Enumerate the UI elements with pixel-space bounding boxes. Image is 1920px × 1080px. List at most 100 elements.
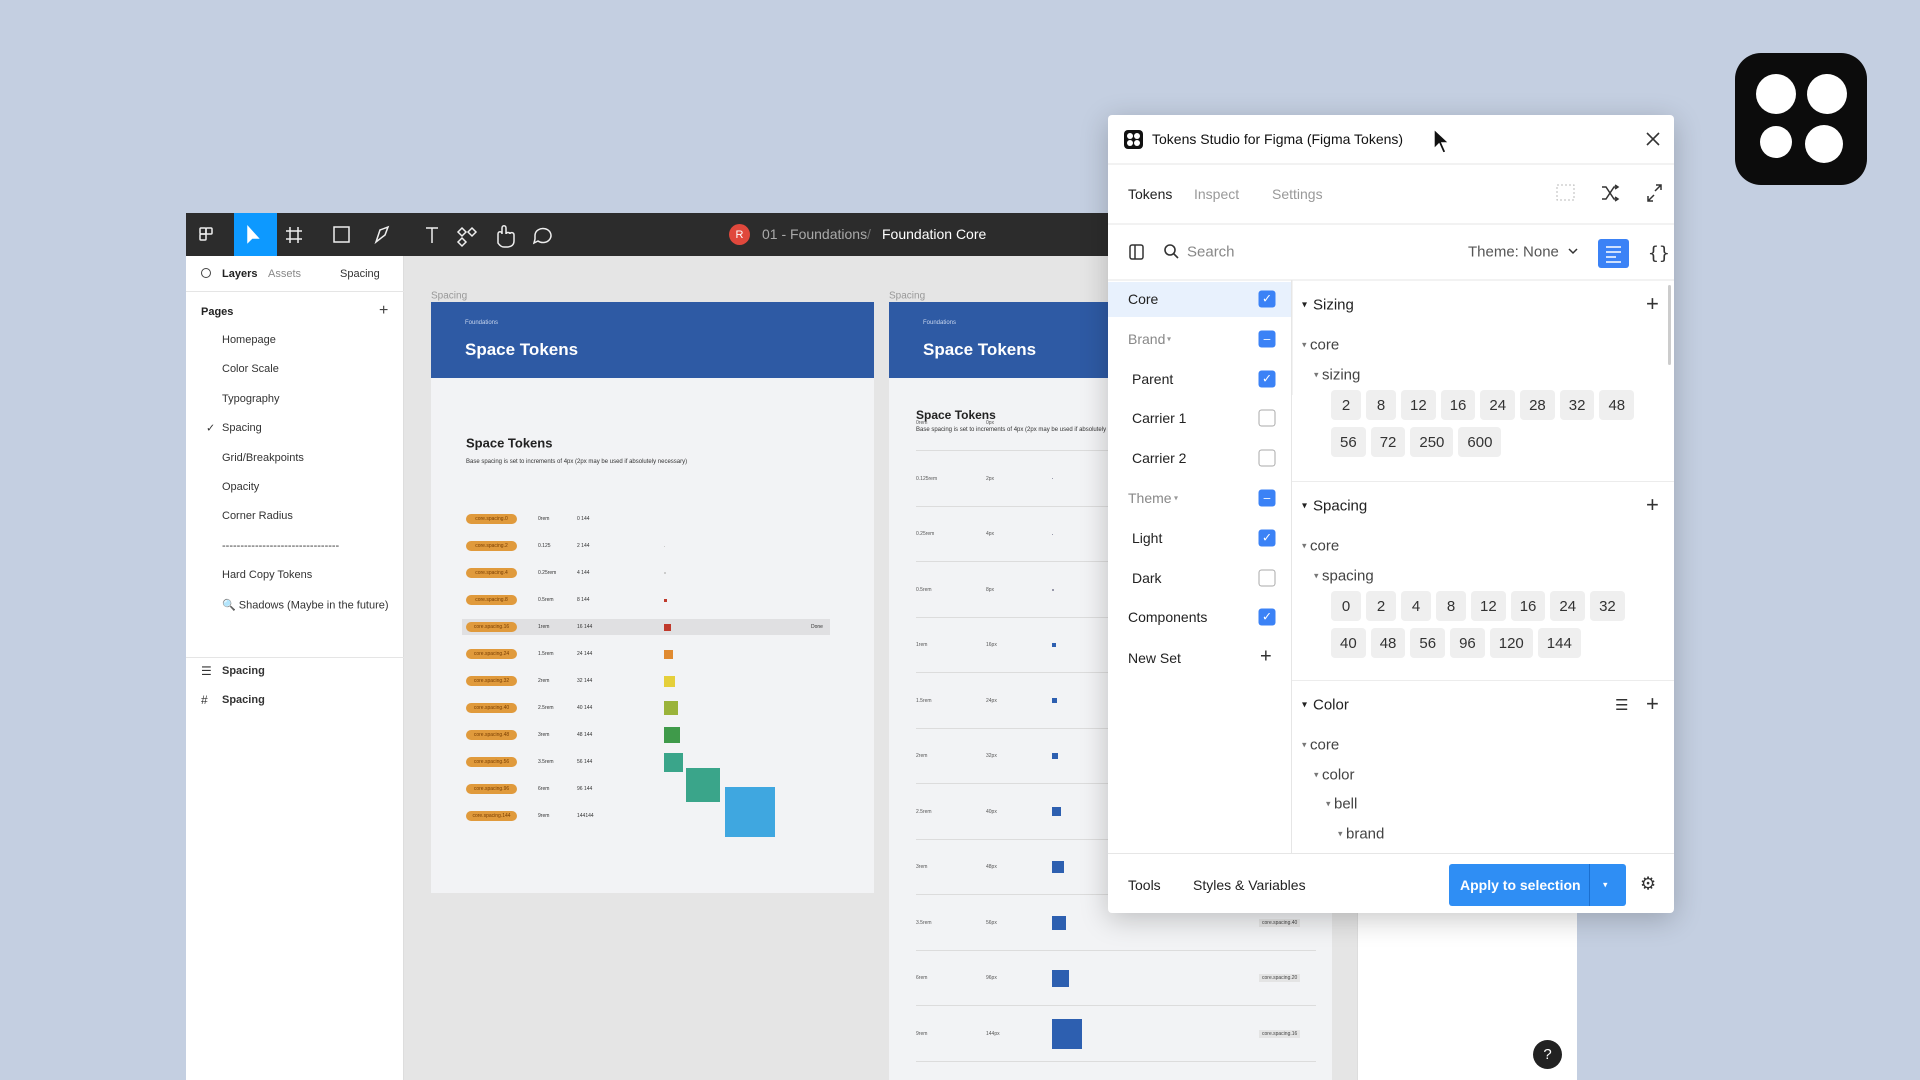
group-title[interactable]: Sizing bbox=[1313, 296, 1354, 314]
token-chip[interactable]: 8 bbox=[1366, 390, 1396, 420]
token-chip[interactable]: 24 bbox=[1550, 591, 1586, 621]
tree-node[interactable]: core bbox=[1310, 336, 1340, 354]
swatch bbox=[664, 727, 680, 743]
tab[interactable]: Settings bbox=[1272, 186, 1323, 202]
token-chip[interactable]: 12 bbox=[1471, 591, 1506, 621]
set-name[interactable]: Carrier 2 bbox=[1132, 450, 1187, 467]
tree-node[interactable]: core bbox=[1310, 736, 1340, 754]
add-token[interactable]: + bbox=[1646, 291, 1659, 316]
token-chip[interactable]: 144 bbox=[1537, 628, 1581, 658]
set-name[interactable]: Parent bbox=[1132, 370, 1174, 387]
token-chip[interactable]: 4 bbox=[1401, 591, 1431, 621]
checkbox[interactable]: ✓ bbox=[1258, 608, 1276, 626]
frame-label[interactable]: Spacing bbox=[889, 290, 926, 302]
checkbox[interactable]: ✓ bbox=[1258, 370, 1276, 388]
set-name[interactable]: Core bbox=[1128, 291, 1159, 307]
token-chip[interactable]: 250 bbox=[1410, 427, 1454, 457]
help-button[interactable]: ? bbox=[1533, 1040, 1562, 1069]
caret: ▾ bbox=[1314, 769, 1319, 780]
token-chip[interactable]: 0 bbox=[1331, 591, 1361, 621]
tree-node[interactable]: spacing bbox=[1322, 567, 1374, 585]
set-name[interactable]: Theme bbox=[1128, 490, 1172, 506]
set-name[interactable]: Dark bbox=[1132, 569, 1162, 586]
checkbox[interactable] bbox=[1258, 569, 1276, 587]
set-name[interactable]: Components bbox=[1128, 609, 1208, 626]
token-chip[interactable]: 600 bbox=[1458, 427, 1502, 457]
token-chip[interactable]: 120 bbox=[1489, 628, 1533, 658]
divider bbox=[186, 291, 404, 292]
file-name[interactable]: 01 - Foundations bbox=[762, 226, 868, 242]
token-chip[interactable]: 8 bbox=[1436, 591, 1466, 621]
group-title[interactable]: Spacing bbox=[1313, 497, 1368, 515]
token-chip[interactable]: 40 bbox=[1331, 628, 1366, 658]
add-set[interactable]: + bbox=[1260, 645, 1272, 668]
checkbox[interactable]: ✓ bbox=[1258, 290, 1276, 308]
add-token[interactable]: + bbox=[1646, 691, 1659, 716]
token-chip[interactable]: 16 bbox=[1510, 591, 1546, 621]
apply-caret[interactable]: ▾ bbox=[1603, 879, 1608, 890]
caret: ▾ bbox=[1167, 334, 1172, 344]
tab[interactable]: Assets bbox=[268, 268, 302, 280]
tab[interactable]: Inspect bbox=[1194, 186, 1240, 202]
settings-icon[interactable]: ⚙ bbox=[1640, 873, 1657, 894]
tree-node[interactable]: core bbox=[1310, 537, 1340, 555]
list-icon[interactable]: ☰ bbox=[1615, 697, 1629, 714]
page-item[interactable]: Spacing bbox=[222, 422, 262, 435]
cursor bbox=[1433, 127, 1451, 154]
page-item[interactable]: Homepage bbox=[222, 334, 276, 346]
tools-menu[interactable]: Tools bbox=[1128, 877, 1161, 893]
token-chip[interactable]: 16 bbox=[1440, 390, 1476, 420]
token-chip[interactable]: 96 bbox=[1450, 628, 1485, 658]
token-chip[interactable]: 56 bbox=[1331, 427, 1366, 457]
set-name[interactable]: Light bbox=[1132, 529, 1163, 546]
token-chip[interactable]: 24 bbox=[1480, 390, 1516, 420]
token-chip[interactable]: 72 bbox=[1370, 427, 1406, 457]
search-input[interactable]: Search bbox=[1187, 243, 1235, 261]
set-name[interactable]: Carrier 1 bbox=[1132, 410, 1187, 427]
token-chip[interactable]: 28 bbox=[1520, 390, 1555, 420]
layer[interactable]: Spacing bbox=[222, 665, 265, 677]
token-chip[interactable]: 2 bbox=[1366, 591, 1396, 621]
apply-button[interactable]: Apply to selection bbox=[1449, 864, 1626, 906]
token-list: 0 2 4 8 12 16 24 32 40 48 56 96 120 144 bbox=[1331, 591, 1647, 658]
set-name[interactable]: Brand bbox=[1128, 330, 1166, 347]
tree-node[interactable]: color bbox=[1322, 766, 1355, 784]
checkbox[interactable] bbox=[1258, 449, 1276, 467]
page-item[interactable]: Opacity bbox=[222, 481, 260, 493]
token-chip[interactable]: 12 bbox=[1401, 390, 1436, 420]
token-chip[interactable]: 56 bbox=[1410, 628, 1446, 658]
token-chip[interactable]: 48 bbox=[1370, 628, 1406, 658]
page-selector[interactable]: Spacing bbox=[340, 268, 380, 280]
tab[interactable]: Layers bbox=[222, 268, 258, 280]
tree-node[interactable]: sizing bbox=[1322, 366, 1361, 384]
frame-label[interactable]: Spacing bbox=[431, 290, 468, 302]
tab[interactable]: Tokens bbox=[1128, 186, 1173, 202]
group-title[interactable]: Color bbox=[1313, 696, 1349, 714]
page-name[interactable]: Foundation Core bbox=[882, 226, 987, 242]
theme-select[interactable]: Theme: None bbox=[1468, 243, 1559, 261]
page-item[interactable]: Hard Copy Tokens bbox=[222, 569, 313, 582]
token-chip[interactable]: 32 bbox=[1559, 390, 1595, 420]
page-item[interactable]: Typography bbox=[222, 392, 280, 405]
checkbox[interactable]: – bbox=[1258, 330, 1276, 348]
tree-node[interactable]: brand bbox=[1346, 825, 1385, 843]
new-set[interactable]: New Set bbox=[1128, 650, 1181, 666]
checkbox[interactable] bbox=[1258, 409, 1276, 427]
layer[interactable]: Spacing bbox=[222, 694, 265, 706]
checkbox[interactable]: ✓ bbox=[1258, 529, 1276, 547]
page-item[interactable]: -------------------------------- bbox=[222, 539, 340, 552]
add-token[interactable]: + bbox=[1646, 492, 1659, 517]
tree-node[interactable]: bell bbox=[1334, 795, 1358, 813]
px: 40 144 bbox=[577, 705, 593, 711]
page-item[interactable]: 🔍 Shadows (Maybe in the future) bbox=[222, 599, 389, 612]
token-chip[interactable]: 48 bbox=[1599, 390, 1635, 420]
page-item[interactable]: Grid/Breakpoints bbox=[222, 451, 304, 464]
styles-menu[interactable]: Styles & Variables bbox=[1193, 877, 1306, 893]
token-chip[interactable]: 2 bbox=[1331, 390, 1361, 420]
page-item[interactable]: Color Scale bbox=[222, 363, 279, 376]
page-item[interactable]: Corner Radius bbox=[222, 510, 293, 523]
checkbox[interactable]: – bbox=[1258, 489, 1276, 507]
rem: 3.5rem bbox=[916, 919, 932, 926]
token-chip[interactable]: 32 bbox=[1590, 591, 1625, 621]
add-page[interactable]: + bbox=[379, 302, 389, 319]
